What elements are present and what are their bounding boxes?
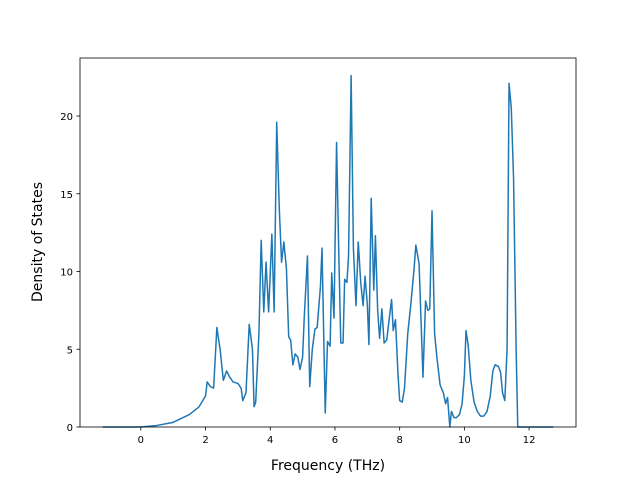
x-tick-label: 0 — [138, 435, 144, 446]
x-tick-label: 6 — [332, 435, 338, 446]
x-axis-label: Frequency (THz) — [271, 458, 385, 474]
x-tick-label: 12 — [523, 435, 536, 446]
y-tick-label: 5 — [67, 345, 73, 356]
y-tick-label: 0 — [67, 423, 73, 434]
data-line — [102, 74, 554, 428]
x-tick-label: 10 — [458, 435, 471, 446]
y-tick-label: 10 — [60, 268, 73, 279]
y-tick-label: 15 — [60, 190, 73, 201]
x-tick-label: 4 — [267, 435, 273, 446]
x-tick-label: 2 — [202, 435, 208, 446]
y-tick-label: 20 — [60, 112, 73, 123]
y-axis-label: Density of States — [30, 182, 46, 302]
plot-frame — [79, 57, 577, 428]
x-tick-label: 8 — [396, 435, 402, 446]
